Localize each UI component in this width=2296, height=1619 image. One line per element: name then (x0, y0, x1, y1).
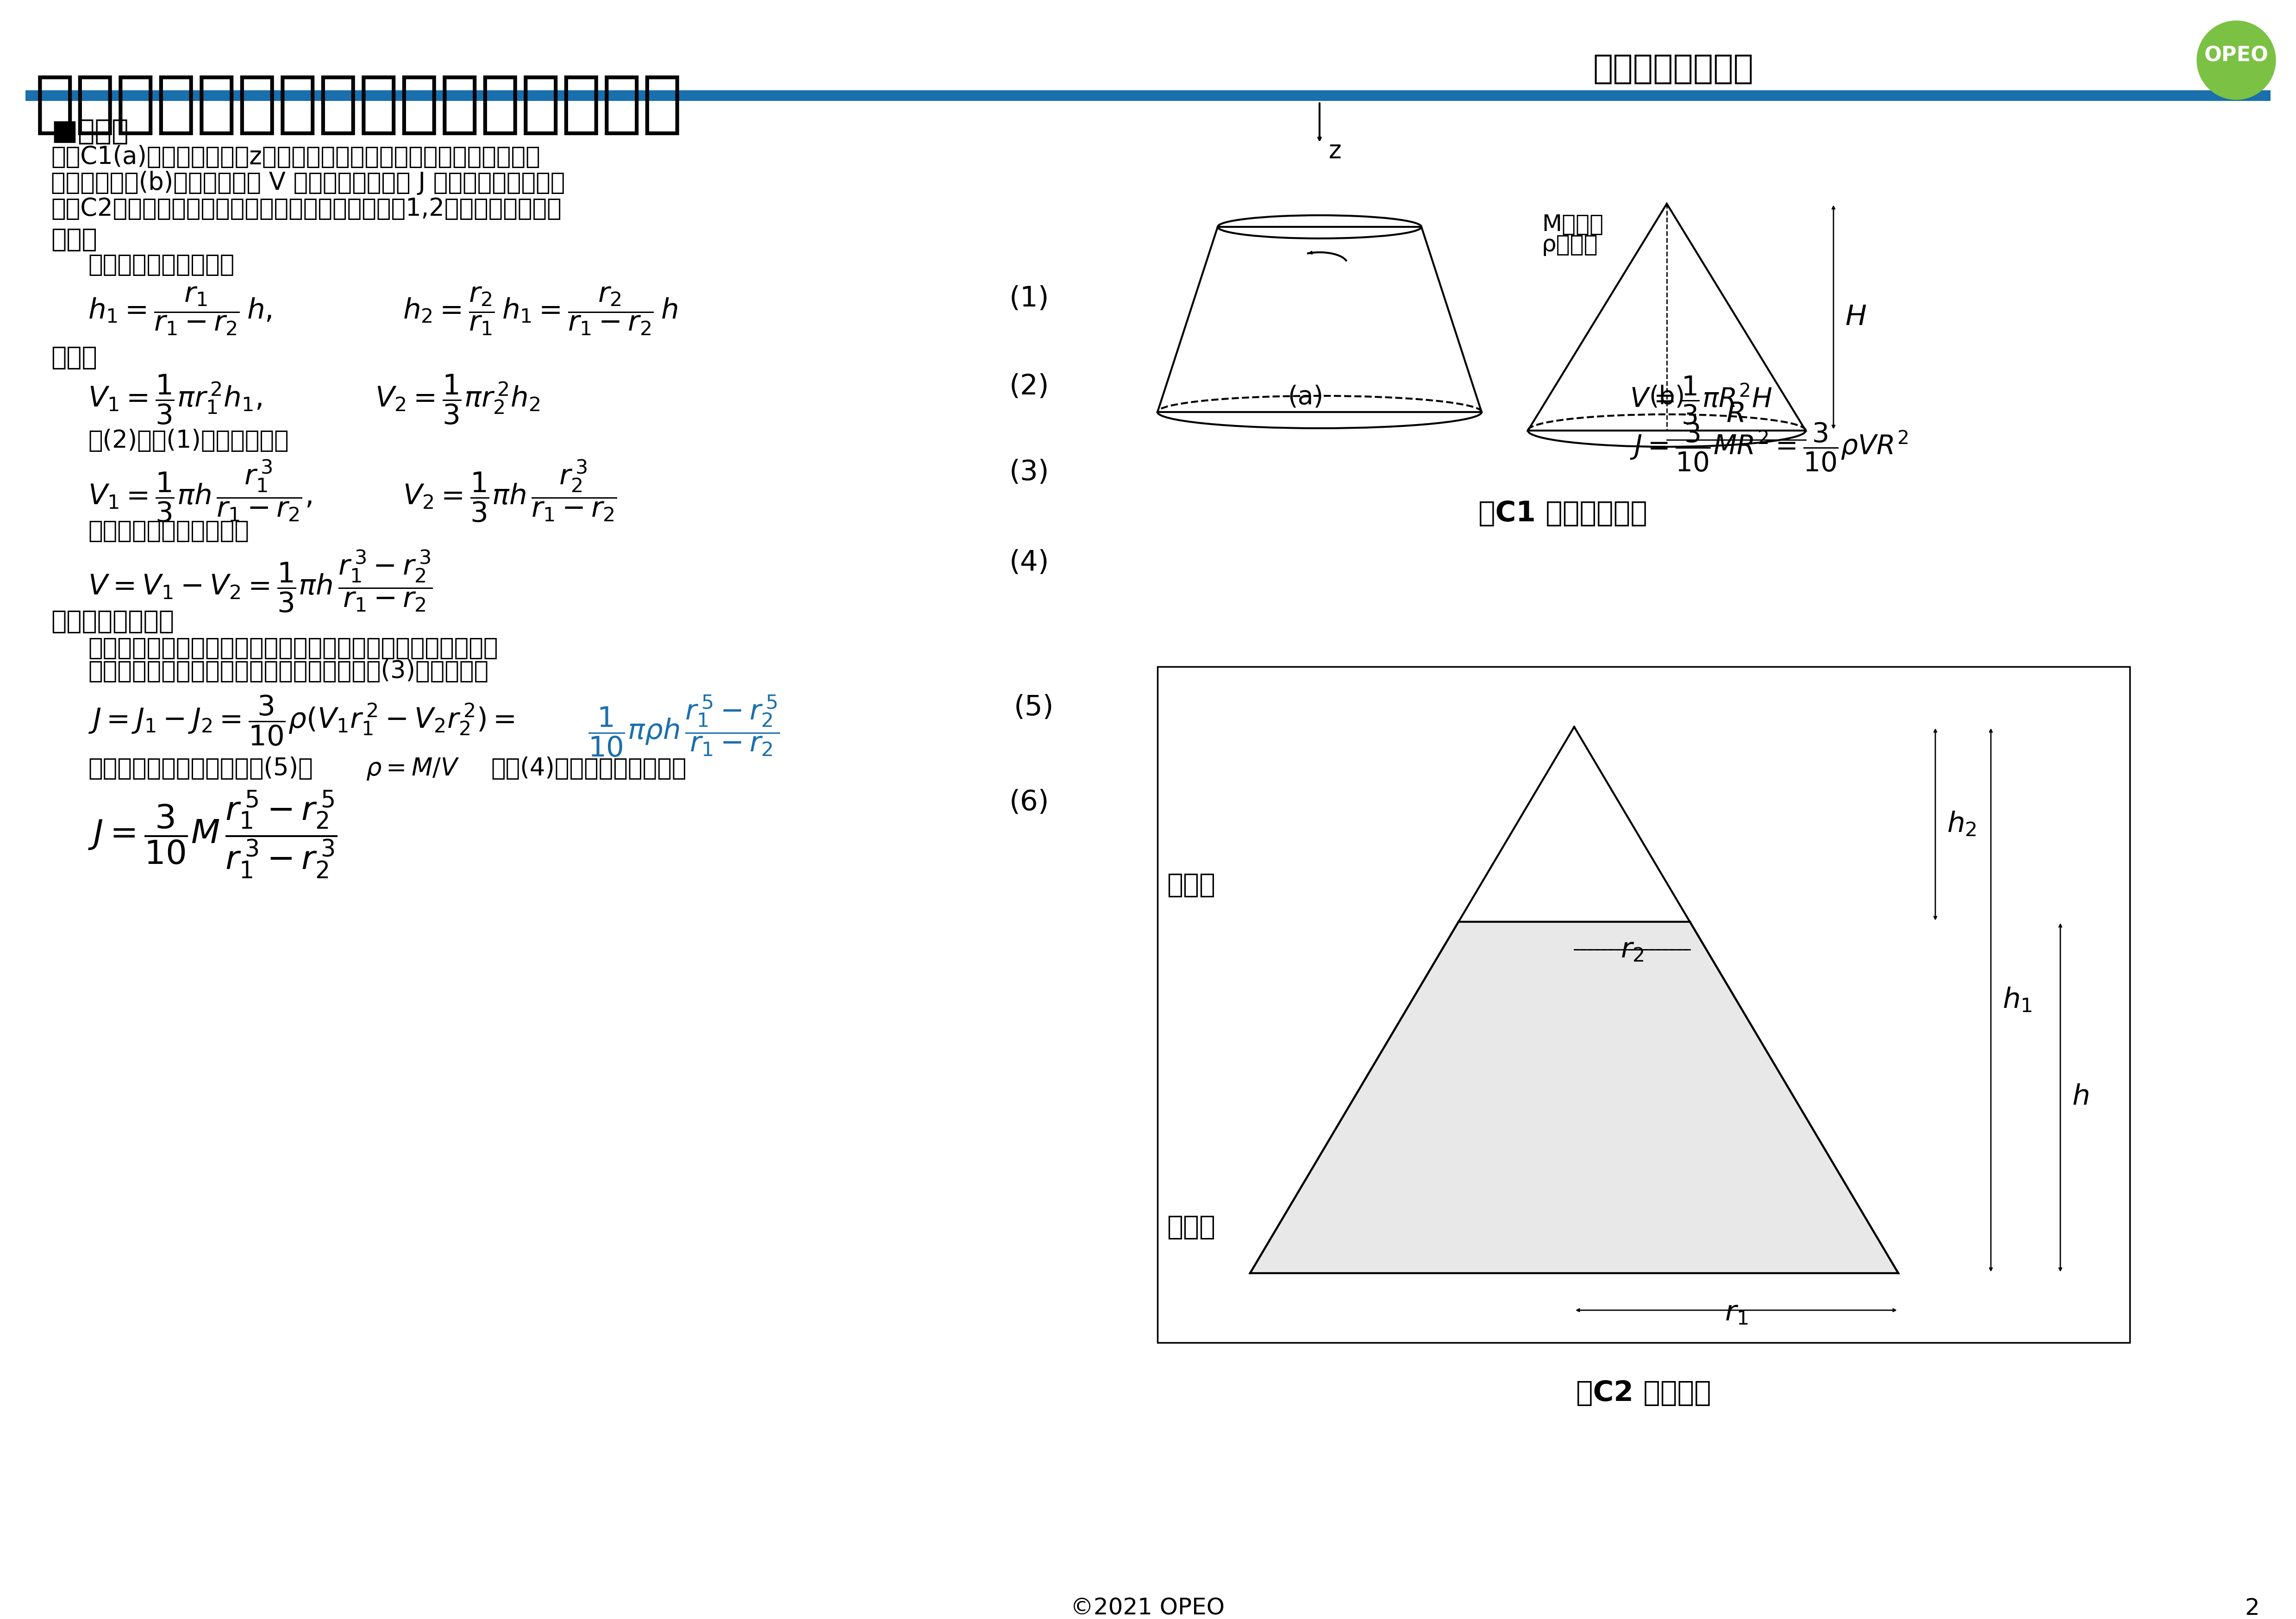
Text: $h_1 = \dfrac{r_1}{r_1 - r_2}\,h,$: $h_1 = \dfrac{r_1}{r_1 - r_2}\,h,$ (87, 285, 271, 337)
Text: 大円錐: 大円錐 (1166, 1214, 1215, 1240)
Text: $h$: $h$ (2071, 1083, 2089, 1111)
Text: 図C1(a)に示す円錐台のz軸回りの慣性モーメントの算出を考える。: 図C1(a)に示す円錐台のz軸回りの慣性モーメントの算出を考える。 (51, 146, 540, 168)
Text: ©2021 OPEO: ©2021 OPEO (1070, 1598, 1224, 1619)
Text: R: R (1727, 402, 1745, 429)
Text: （機械設計一般）: （機械設計一般） (1593, 53, 1754, 86)
Text: $h_2$: $h_2$ (1947, 810, 1977, 839)
Circle shape (2197, 21, 2275, 99)
Text: ■円錐台: ■円錐台 (51, 118, 129, 146)
Text: (b): (b) (1649, 384, 1685, 410)
Text: 図C2の円錐台で大円錐、小円錐に対してそれぞれ1,2の添字を付ける。: 図C2の円錐台で大円錐、小円錐に対してそれぞれ1,2の添字を付ける。 (51, 198, 563, 220)
Text: $V = \dfrac{1}{3}\pi R^2 H$: $V = \dfrac{1}{3}\pi R^2 H$ (1630, 376, 1773, 426)
Text: 式(2)に式(1)を代入して、: 式(2)に式(1)を代入して、 (87, 429, 289, 453)
Text: (6): (6) (1010, 788, 1049, 816)
Text: $V = V_1 - V_2 = \dfrac{1}{3}\pi h\,\dfrac{r_1^{\,3} - r_2^{\,3}}{r_1 - r_2}$: $V = V_1 - V_2 = \dfrac{1}{3}\pi h\,\dfr… (87, 549, 434, 614)
Text: 慣性モーメントと重ね合わせの原理: 慣性モーメントと重ね合わせの原理 (34, 71, 682, 138)
Text: $J = \dfrac{3}{10}MR^2 = \dfrac{3}{10}\rho V R^2$: $J = \dfrac{3}{10}MR^2 = \dfrac{3}{10}\r… (1630, 421, 1908, 473)
Text: $r_2$: $r_2$ (1621, 936, 1644, 963)
Text: ρ：密度: ρ：密度 (1543, 233, 1598, 256)
Text: 小円錐の慣性モーメントを引けばよいので式(3)を用いて、: 小円錐の慣性モーメントを引けばよいので式(3)を用いて、 (87, 659, 489, 683)
Text: まず、同図(b)の円錐の体積 V と慣性モーメント J の公式を準備する。: まず、同図(b)の円錐の体積 V と慣性モーメント J の公式を準備する。 (51, 172, 565, 194)
Text: OPEO: OPEO (2204, 45, 2268, 65)
Text: $V_2 = \dfrac{1}{3}\pi r_2^{\,2}h_2$: $V_2 = \dfrac{1}{3}\pi r_2^{\,2}h_2$ (374, 372, 540, 426)
Text: ・高さ: ・高さ (51, 227, 96, 253)
Text: $r_1$: $r_1$ (1724, 1298, 1747, 1326)
Text: と式(4)を代入し整理して、: と式(4)を代入し整理して、 (491, 756, 687, 780)
Bar (25, 91, 2271, 100)
Text: ・慣性モーメント: ・慣性モーメント (51, 609, 174, 635)
Text: (2): (2) (1010, 372, 1049, 400)
Text: 2: 2 (2245, 1598, 2259, 1619)
Text: ・体積: ・体積 (51, 345, 96, 371)
Text: (a): (a) (1288, 384, 1322, 410)
Text: H: H (1846, 303, 1867, 330)
Text: (1): (1) (1010, 285, 1049, 312)
Text: 図C2 寸法定義: 図C2 寸法定義 (1575, 1379, 1711, 1407)
Text: 図C1 円錐台と円錐: 図C1 円錐台と円錐 (1479, 500, 1646, 528)
Bar (1157, 667, 2131, 1342)
Text: $J = J_1 - J_2 = \dfrac{3}{10}\rho(V_1 r_1^{\,2} - V_2 r_2^{\,2}) = $: $J = J_1 - J_2 = \dfrac{3}{10}\rho(V_1 r… (87, 695, 514, 748)
Text: (5): (5) (1015, 695, 1054, 722)
Text: 直角三角形の相似より: 直角三角形の相似より (87, 253, 234, 277)
Text: M：質量: M：質量 (1543, 214, 1603, 235)
Text: $h_1$: $h_1$ (2002, 986, 2032, 1013)
Text: $V_2 = \dfrac{1}{3}\pi h\,\dfrac{r_2^{\,3}}{r_1 - r_2}$: $V_2 = \dfrac{1}{3}\pi h\,\dfrac{r_2^{\,… (402, 458, 618, 525)
Text: z: z (1329, 139, 1341, 164)
Polygon shape (1249, 921, 1899, 1273)
Text: 総質量が既知であれば、式(5)に: 総質量が既知であれば、式(5)に (87, 756, 312, 780)
Text: (3): (3) (1010, 458, 1049, 486)
Text: $V_1 = \dfrac{1}{3}\pi r_1^{\,2}h_1,$: $V_1 = \dfrac{1}{3}\pi r_1^{\,2}h_1,$ (87, 372, 262, 426)
Text: $\rho = M/V$: $\rho = M/V$ (365, 756, 459, 782)
Text: $J = \dfrac{3}{10}M\,\dfrac{r_1^{\,5} - r_2^{\,5}}{r_1^{\,3} - r_2^{\,3}}$: $J = \dfrac{3}{10}M\,\dfrac{r_1^{\,5} - … (87, 788, 338, 881)
Text: 小円錐: 小円錐 (1166, 871, 1215, 899)
Text: $\dfrac{1}{10}\pi\rho h\,\dfrac{r_1^{\,5} - r_2^{\,5}}{r_1 - r_2}$: $\dfrac{1}{10}\pi\rho h\,\dfrac{r_1^{\,5… (588, 695, 781, 759)
Text: (4): (4) (1010, 549, 1049, 576)
Text: 円錐台の慣性モーメントは、重ね合わせの原理より大円錐から: 円錐台の慣性モーメントは、重ね合わせの原理より大円錐から (87, 636, 498, 661)
Text: $h_2 = \dfrac{r_2}{r_1}\,h_1 = \dfrac{r_2}{r_1 - r_2}\,h$: $h_2 = \dfrac{r_2}{r_1}\,h_1 = \dfrac{r_… (402, 285, 677, 337)
Text: よって、円錐台体積は、: よって、円錐台体積は、 (87, 520, 248, 542)
Text: $V_1 = \dfrac{1}{3}\pi h\,\dfrac{r_1^{\,3}}{r_1 - r_2},$: $V_1 = \dfrac{1}{3}\pi h\,\dfrac{r_1^{\,… (87, 458, 312, 525)
